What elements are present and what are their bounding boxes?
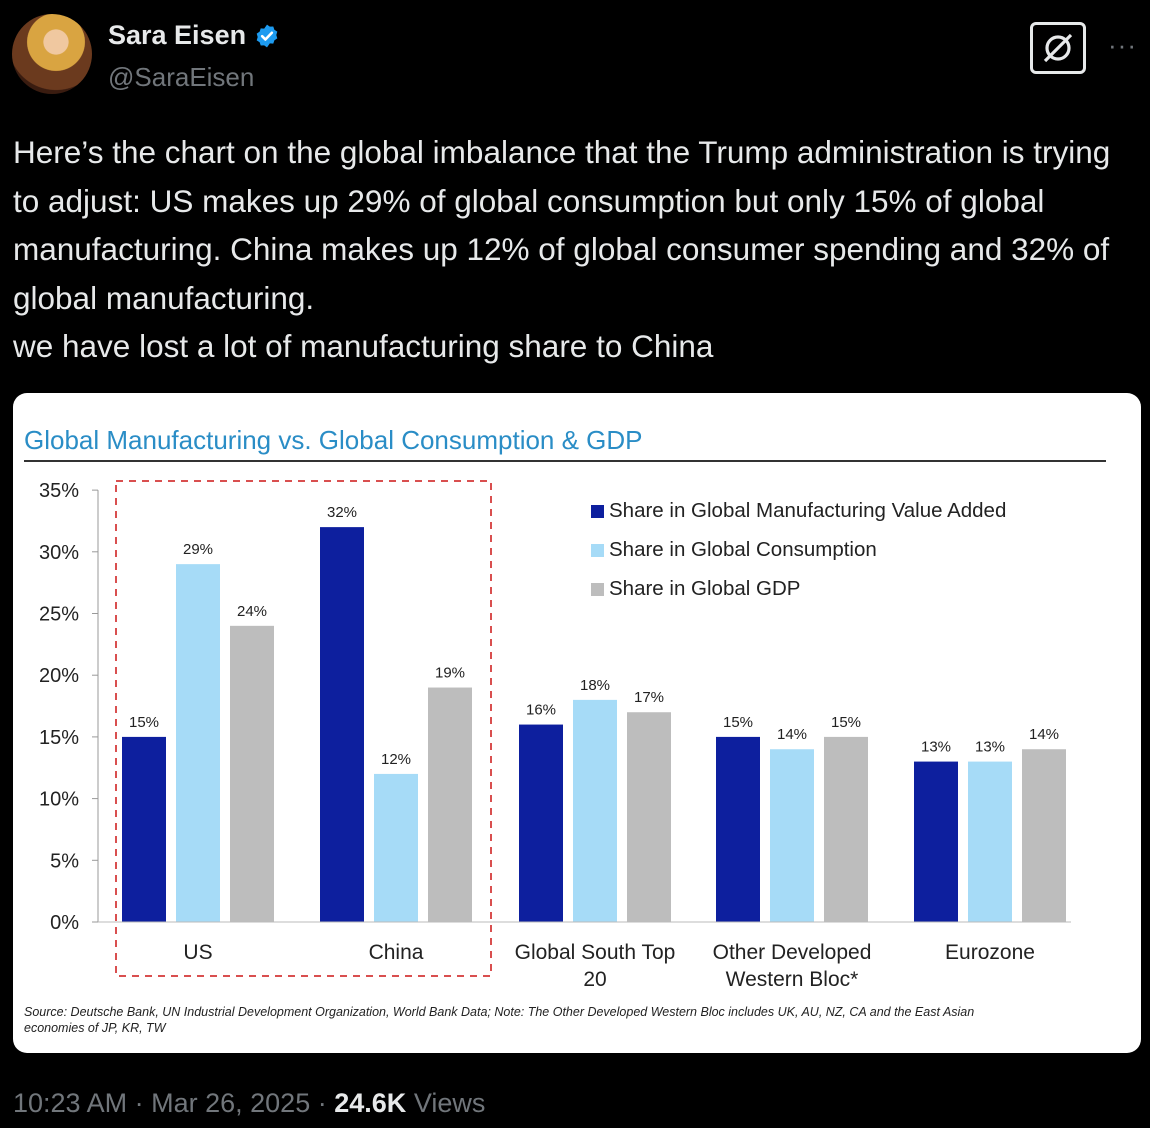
avatar[interactable] (12, 14, 92, 94)
bar (374, 773, 418, 922)
bar (122, 736, 166, 922)
bar (770, 749, 814, 922)
tweet-footer: 10:23 AM · Mar 26, 2025 · 24.6K Views (13, 1088, 485, 1119)
legend-label: Share in Global Manufacturing Value Adde… (609, 499, 1006, 522)
data-label: 15% (723, 714, 753, 731)
data-label: 18% (580, 677, 610, 694)
x-axis-labels: US China Global South Top 20 Other Developed… (183, 941, 1035, 991)
legend-swatch (591, 544, 604, 557)
bar (824, 736, 868, 922)
data-label: 29% (183, 541, 213, 558)
data-label: 12% (381, 751, 411, 768)
bar (968, 761, 1012, 922)
bar (1022, 749, 1066, 922)
data-label: 14% (1029, 726, 1059, 743)
legend: Share in Global Manufacturing Value Adde… (591, 499, 1006, 600)
author-row: Sara Eisen (108, 20, 280, 51)
y-tick-label: 20% (39, 665, 79, 687)
grok-icon (1043, 33, 1073, 63)
data-label: 13% (975, 739, 1005, 756)
source-note-line-1: Source: Deutsche Bank, UN Industrial Dev… (24, 1005, 974, 1019)
author-handle[interactable]: @SaraEisen (108, 62, 255, 92)
x-tick-label: US (183, 941, 212, 964)
y-tick-label: 25% (39, 604, 79, 626)
bar (914, 761, 958, 922)
y-tick-label: 15% (39, 727, 79, 749)
chart-title: Global Manufacturing vs. Global Consumpt… (24, 425, 643, 455)
data-label: 13% (921, 739, 951, 756)
bar (176, 564, 220, 922)
legend-label: Share in Global Consumption (609, 538, 877, 561)
x-tick-label-line: China (369, 941, 424, 964)
data-label: 17% (634, 689, 664, 706)
data-label: 24% (237, 603, 267, 620)
bars: 15% 29% 24% 32% 12% 19% 16% 18% 17% 15% 14% 15% 13% 1… (98, 504, 1071, 923)
tweet-time[interactable]: 10:23 AM (13, 1088, 128, 1118)
x-tick-label-line: US (183, 941, 212, 964)
data-label: 14% (777, 726, 807, 743)
x-tick-label: Global South Top 20 (515, 941, 676, 991)
tweet-text: Here’s the chart on the global imbalance… (13, 134, 1111, 364)
x-tick-label-line: 20 (583, 968, 606, 991)
data-label: 16% (526, 702, 556, 719)
author-name[interactable]: Sara Eisen (108, 20, 247, 50)
x-tick-label: Other Developed Western Bloc* (713, 941, 872, 991)
y-tick-label: 10% (39, 789, 79, 811)
views-label: Views (413, 1088, 486, 1118)
x-tick-label-line: Eurozone (945, 941, 1035, 964)
legend-label: Share in Global GDP (609, 577, 800, 600)
y-tick-label: 35% (39, 480, 79, 502)
x-tick-label: China (369, 941, 424, 964)
x-tick-label-line: Other Developed (713, 941, 872, 964)
us-china-highlight-box (115, 480, 492, 977)
chart: Global Manufacturing vs. Global Consumpt… (24, 425, 1106, 1035)
chart-image-card[interactable]: Global Manufacturing vs. Global Consumpt… (13, 393, 1141, 1053)
legend-swatch (591, 505, 604, 518)
y-tick-label: 30% (39, 542, 79, 564)
data-label: 15% (831, 714, 861, 731)
bar (428, 687, 472, 922)
separator: · (317, 1088, 327, 1118)
grok-button[interactable] (1030, 22, 1086, 74)
legend-swatch (591, 583, 604, 596)
tweet-header: Sara Eisen @SaraEisen ··· (0, 0, 1150, 110)
data-label: 32% (327, 504, 357, 521)
x-tick-label: Eurozone (945, 941, 1035, 964)
bar (320, 527, 364, 922)
bar (230, 625, 274, 922)
verified-badge-icon[interactable] (254, 23, 280, 49)
tweet-date[interactable]: Mar 26, 2025 (151, 1088, 311, 1118)
data-label: 19% (435, 665, 465, 682)
y-axis: 0% 5% 10% 15% 20% 25% 30% 35% (39, 480, 99, 934)
separator: · (134, 1088, 144, 1118)
bar (519, 724, 563, 922)
bar (716, 736, 760, 922)
more-icon[interactable]: ··· (1108, 30, 1137, 60)
views-count: 24.6K (334, 1088, 407, 1118)
y-tick-label: 0% (50, 912, 79, 934)
data-label: 15% (129, 714, 159, 731)
x-tick-label-line: Global South Top (515, 941, 676, 964)
y-tick-label: 5% (50, 850, 79, 872)
x-tick-label-line: Western Bloc* (726, 968, 859, 991)
bar (627, 712, 671, 922)
source-note-line-2: economies of JP, KR, TW (24, 1021, 167, 1035)
bar (573, 699, 617, 922)
